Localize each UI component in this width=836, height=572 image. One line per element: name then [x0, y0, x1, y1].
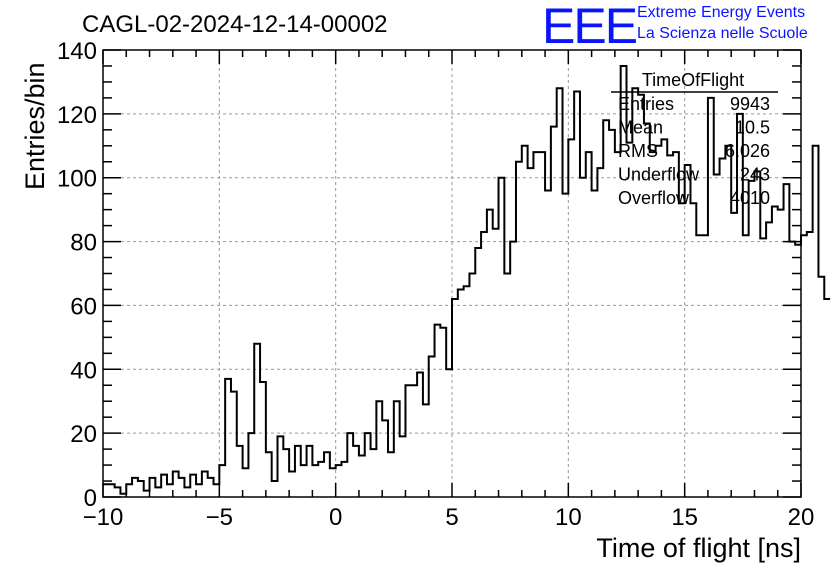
y-tick-label: 100 [57, 166, 97, 193]
y-tick-label: 20 [70, 421, 97, 448]
x-tick-label: 10 [555, 504, 582, 531]
histogram-series [103, 64, 831, 495]
y-tick-label: 40 [70, 357, 97, 384]
x-tick-label: 0 [329, 504, 342, 531]
y-tick-label: 0 [84, 485, 97, 512]
stats-row-value: 10.5 [735, 118, 770, 138]
page-title: CAGL-02-2024-12-14-00002 [82, 11, 388, 38]
y-tick-label: 60 [70, 293, 97, 320]
x-tick-label: 5 [445, 504, 458, 531]
stats-row-value: 9943 [730, 94, 770, 114]
x-axis-title: Time of flight [ns] [596, 533, 801, 563]
x-tick-label: −5 [206, 504, 233, 531]
stats-row-value: 4010 [730, 188, 770, 208]
y-tick-label: 80 [70, 230, 97, 257]
stats-row-label: Entries [618, 94, 674, 114]
stats-box-rows: Entries 9943 Mean 10.5 RMS 6.026 Underflow 243 O… [618, 94, 770, 208]
stats-box: TimeOfFlight Entries 9943 Mean 10.5 RMS 6.026… [611, 70, 778, 208]
stats-row-label: Underflow [618, 165, 700, 185]
logo-caption-line1: Extreme Energy Events [637, 4, 806, 21]
stats-row-label: RMS [618, 141, 658, 161]
y-axis-title: Entries/bin [20, 62, 50, 190]
stats-row-label: Mean [618, 118, 663, 138]
logo-caption-line2: La Scienza nelle Scuole [637, 25, 808, 42]
y-tick-label: 120 [57, 102, 97, 129]
x-tick-label: 15 [671, 504, 698, 531]
tick-labels: −10 −5 0 5 10 15 20 0 20 40 60 80 100 120 140 [57, 38, 814, 531]
grid-lines [103, 50, 801, 497]
stats-row-label: Overflow [618, 188, 690, 208]
x-tick-label: −10 [83, 504, 124, 531]
stats-box-title: TimeOfFlight [642, 70, 744, 90]
y-tick-label: 140 [57, 38, 97, 65]
eee-logo: EEE [542, 0, 638, 54]
stats-row-value: 6.026 [725, 141, 770, 161]
stats-row-value: 243 [740, 165, 770, 185]
x-tick-label: 20 [788, 504, 815, 531]
axis-ticks [102, 49, 802, 498]
